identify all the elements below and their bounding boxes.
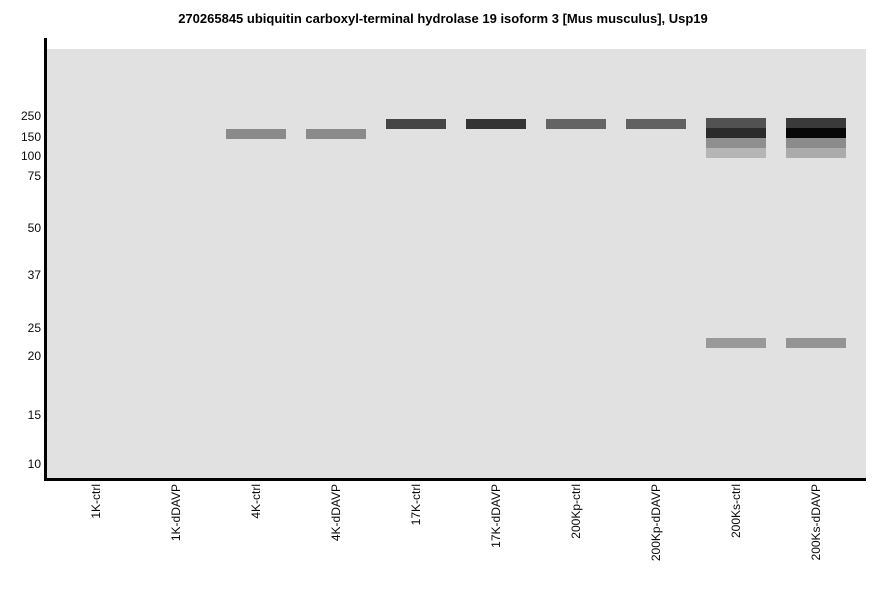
gel-band: [546, 119, 606, 129]
plot-area: [47, 49, 866, 478]
mw-marker-label: 100: [20, 149, 41, 163]
mw-marker-label: 37: [27, 268, 41, 282]
gel-band: [706, 148, 766, 158]
mw-marker-label: 25: [27, 321, 41, 335]
lane-label: 200Ks-ctrl: [729, 484, 743, 539]
lane-label: 1K-ctrl: [89, 484, 103, 519]
gel-band: [786, 128, 846, 138]
gel-band: [786, 118, 846, 128]
gel-band: [786, 138, 846, 148]
gel-band: [226, 129, 286, 139]
lane-label: 1K-dDAVP: [169, 484, 183, 542]
gel-band: [626, 119, 686, 129]
mw-marker-label: 10: [27, 457, 41, 471]
mw-marker-label: 20: [27, 349, 41, 363]
gel-band: [786, 148, 846, 158]
mw-marker-label: 250: [20, 109, 41, 123]
y-axis-line: [44, 38, 47, 481]
lane-label: 4K-ctrl: [249, 484, 263, 519]
gel-band: [706, 138, 766, 148]
x-axis-line: [44, 478, 866, 481]
lane-label: 200Kp-ctrl: [569, 484, 583, 539]
gel-band: [306, 129, 366, 139]
gel-band: [706, 118, 766, 128]
lane-label: 200Kp-dDAVP: [649, 484, 663, 562]
mw-marker-label: 75: [27, 169, 41, 183]
gel-band: [706, 338, 766, 348]
gel-band: [386, 119, 446, 129]
gel-band: [466, 119, 526, 129]
gel-band: [786, 338, 846, 348]
lane-label: 17K-ctrl: [409, 484, 423, 526]
mw-marker-label: 50: [27, 221, 41, 235]
lane-label: 17K-dDAVP: [489, 484, 503, 548]
lane-label: 200Ks-dDAVP: [809, 484, 823, 561]
mw-marker-label: 15: [27, 408, 41, 422]
mw-marker-label: 150: [20, 130, 41, 144]
chart-title: 270265845 ubiquitin carboxyl-terminal hy…: [178, 11, 708, 26]
lane-label: 4K-dDAVP: [329, 484, 343, 542]
gel-band: [706, 128, 766, 138]
